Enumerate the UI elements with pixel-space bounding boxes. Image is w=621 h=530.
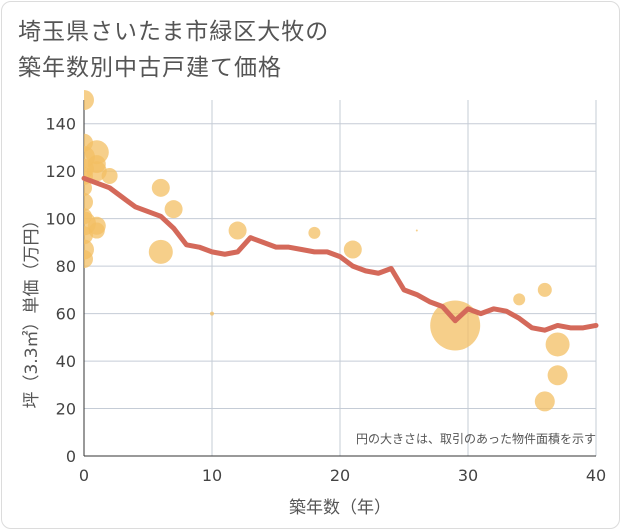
bubble-point	[537, 282, 552, 297]
bubble-point	[84, 179, 92, 196]
bubble-point	[513, 293, 526, 306]
x-tick-label: 20	[330, 466, 350, 485]
bubble-point	[84, 193, 93, 212]
trend-line	[81, 175, 599, 333]
chart-title-line-2: 築年数別中古戸建て価格	[18, 55, 282, 81]
bubble-point	[164, 200, 183, 219]
bubble-point	[545, 332, 570, 357]
tick-labels: 0 20 40 60 80 100 120 140 0 10 20 30 40	[45, 115, 606, 485]
y-tick-label: 20	[56, 400, 76, 419]
bubble-point	[547, 365, 568, 386]
grid	[84, 100, 597, 456]
bubble-point	[430, 300, 481, 351]
bubble-point	[101, 167, 118, 184]
bubble-point	[228, 221, 247, 240]
y-tick-label: 40	[56, 352, 76, 371]
bubble-point	[84, 250, 93, 269]
x-axis-label: 築年数（年）	[289, 498, 391, 518]
y-tick-label: 80	[56, 257, 76, 276]
x-tick-label: 40	[586, 466, 606, 485]
bubble-point	[210, 311, 214, 316]
chart-title-line-1: 埼玉県さいたま市緑区大牧の	[18, 19, 330, 45]
size-note: 円の大きさは、取引のあった物件面積を示す	[356, 431, 596, 446]
bubble-point	[343, 240, 362, 259]
bubble-point	[308, 226, 321, 239]
bubble-point	[148, 239, 173, 264]
y-axis-label: 坪（3.3㎡）単価（万円）	[22, 211, 42, 408]
bubble-point	[534, 391, 555, 412]
chart-title: 埼玉県さいたま市緑区大牧の 築年数別中古戸建て価格	[18, 14, 329, 86]
x-tick-label: 30	[458, 466, 478, 485]
y-tick-label: 100	[45, 210, 76, 229]
bubble-point	[415, 229, 418, 232]
trend-line-layer	[81, 175, 599, 333]
y-tick-label: 120	[45, 162, 76, 181]
y-tick-label: 0	[66, 447, 76, 466]
bubble-point	[84, 90, 94, 110]
y-tick-label: 60	[56, 305, 76, 324]
bubble-layer	[84, 90, 570, 412]
x-tick-label: 10	[202, 466, 222, 485]
bubble-point	[88, 222, 105, 239]
bubble-point	[151, 178, 170, 197]
y-tick-label: 140	[45, 115, 76, 134]
x-tick-label: 0	[79, 466, 89, 485]
